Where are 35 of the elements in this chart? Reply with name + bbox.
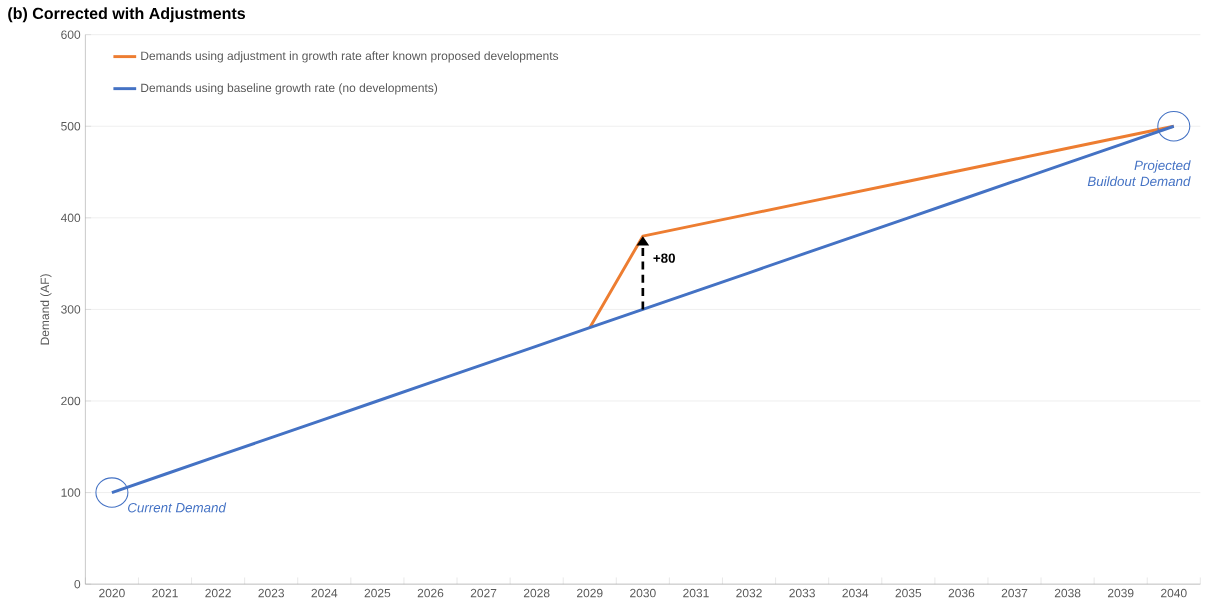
- y-tick-label: 600: [61, 30, 81, 39]
- x-tick-label: 2028: [523, 588, 550, 598]
- x-tick-label: 2039: [1107, 588, 1134, 598]
- x-tick-label: 2038: [1054, 588, 1081, 598]
- y-axis-title: Demand (AF): [40, 274, 52, 345]
- x-tick-label: 2029: [577, 588, 603, 598]
- x-tick-label: 2021: [152, 588, 178, 598]
- y-tick-label: 500: [61, 121, 81, 131]
- x-tick-label: 2033: [789, 588, 815, 598]
- legend-label: Demands using baseline growth rate (no developments): [141, 83, 438, 95]
- x-tick-label: 2036: [948, 588, 975, 598]
- x-tick-label: 2040: [1161, 588, 1187, 598]
- legend-label: Demands using adjustment in growth rate after known proposed developments: [141, 51, 559, 63]
- x-tick-label: 2032: [736, 588, 762, 598]
- x-tick-label: 2035: [895, 588, 922, 598]
- chart-title: (b) Corrected with Adjustments: [8, 7, 246, 23]
- x-tick-label: 2031: [683, 588, 709, 598]
- y-tick-label: 200: [61, 396, 81, 406]
- annotation: Projected Buildout Demand: [1087, 160, 1191, 187]
- x-tick-label: 2026: [417, 588, 444, 598]
- x-tick-label: 2025: [364, 588, 391, 598]
- x-tick-label: 2037: [1001, 588, 1028, 598]
- y-tick-label: 400: [60, 213, 81, 223]
- x-tick-label: 2034: [842, 588, 869, 598]
- y-tick-label: 0: [74, 579, 81, 589]
- x-tick-label: 2027: [470, 588, 497, 598]
- y-tick-label: 300: [61, 305, 81, 314]
- x-tick-label: 2022: [205, 588, 231, 598]
- x-tick-label: 2023: [258, 588, 285, 598]
- annotation: +80: [653, 253, 675, 263]
- annotation: Current Demand: [128, 502, 227, 513]
- x-tick-label: 2030: [630, 588, 656, 598]
- x-tick-label: 2020: [99, 588, 125, 598]
- y-tick-label: 100: [61, 488, 81, 497]
- x-tick-label: 2024: [311, 588, 338, 598]
